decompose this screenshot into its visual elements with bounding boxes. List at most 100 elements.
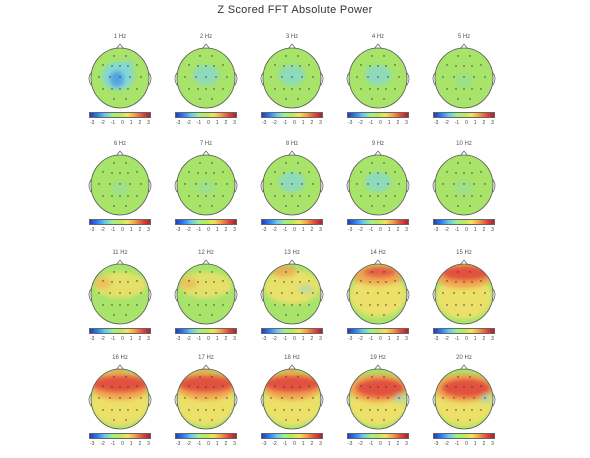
electrode-dot (377, 304, 379, 306)
scale-tick-labels: -3 -2 -1 0 1 2 3 (433, 336, 495, 342)
electrode-dot (484, 397, 486, 399)
electrode-dot (398, 397, 400, 399)
scale-tick-label: 3 (319, 227, 322, 233)
head-outline (262, 47, 322, 109)
electrode-dot (385, 409, 387, 411)
power-region (93, 277, 111, 289)
scale-tick-label: -1 (454, 441, 460, 447)
electrode-dot (446, 64, 448, 66)
topomap-frequency-label: 2 Hz (199, 34, 213, 40)
scale-tick-label: 3 (491, 441, 494, 447)
scale-tick-label: 0 (379, 227, 382, 233)
topomap-cell: 8 Hz -3 -2 -1 0 1 2 3 (252, 141, 332, 243)
topomap-head (260, 259, 324, 325)
electrode-dot (197, 304, 199, 306)
scale-tick-label: -1 (368, 336, 374, 342)
electrode-dot (356, 183, 358, 185)
electrode-dot (283, 65, 285, 67)
scale-tick-label: 2 (224, 441, 228, 447)
electrode-dot (469, 162, 471, 164)
electrode-dot (125, 314, 127, 316)
electrode-dot (285, 376, 287, 378)
electrode-dot (205, 65, 207, 67)
topomap-cell: 18 Hz -3 -2 -1 0 1 2 3 (252, 355, 332, 457)
topomap-head (260, 364, 324, 430)
electrode-dot (367, 76, 369, 78)
electrode-dot (199, 98, 201, 100)
scale-tick-label: -2 (444, 227, 449, 233)
electrode-dot (283, 281, 285, 283)
scale-tick-label: -2 (444, 120, 449, 126)
power-region (197, 181, 215, 195)
topomap-frequency-label: 6 Hz (113, 141, 127, 147)
electrode-dot (369, 409, 371, 411)
scale-tick-labels: -3 -2 -1 0 1 2 3 (433, 120, 495, 126)
electrode-dot (369, 65, 371, 67)
electrode-dot (463, 292, 465, 294)
z-score-color-scale: -3 -2 -1 0 1 2 3 (261, 328, 323, 342)
electrode-dot (480, 88, 482, 90)
color-scale-bar (347, 219, 409, 225)
electrode-dot (205, 88, 207, 90)
electrode-dot (446, 409, 448, 411)
electrode-dot (98, 397, 100, 399)
electrode-dot (205, 386, 207, 388)
scale-tick-label: 0 (465, 336, 468, 342)
electrode-dot (480, 304, 482, 306)
electrode-dot (102, 195, 104, 197)
electrode-dot (109, 292, 111, 294)
scale-tick-label: -1 (196, 120, 202, 126)
electrode-dot (213, 88, 215, 90)
electrode-dot (195, 397, 197, 399)
electrode-dot (136, 195, 138, 197)
scale-tick-label: 1 (473, 336, 477, 342)
electrode-dot (463, 195, 465, 197)
electrode-dot (281, 292, 283, 294)
electrode-dot (387, 183, 389, 185)
electrode-dot (457, 55, 459, 57)
topomap-cell: 17 Hz -3 -2 -1 0 1 2 3 (166, 355, 246, 457)
scale-tick-label: 1 (473, 441, 477, 447)
z-score-color-scale: -3 -2 -1 0 1 2 3 (261, 433, 323, 447)
head-outline (90, 47, 150, 109)
scale-tick-label: 2 (138, 227, 142, 233)
electrode-dot (213, 172, 215, 174)
electrode-dot (127, 281, 129, 283)
electrode-dot (140, 292, 142, 294)
color-scale-bar (89, 112, 151, 118)
electrode-dot (383, 55, 385, 57)
z-score-color-scale: -3 -2 -1 0 1 2 3 (89, 219, 151, 233)
power-region (110, 71, 124, 87)
scale-tick-label: 3 (405, 441, 408, 447)
electrode-dot (127, 409, 129, 411)
electrode-dot (199, 162, 201, 164)
electrode-dot (111, 409, 113, 411)
electrode-dot (297, 271, 299, 273)
electrode-dot (299, 195, 301, 197)
scale-tick-label: 0 (121, 336, 124, 342)
electrode-dot (283, 172, 285, 174)
electrode-dot (471, 386, 473, 388)
scale-tick-label: 1 (215, 120, 219, 126)
electrode-dot (377, 195, 379, 197)
power-region (298, 284, 314, 294)
electrode-dot (371, 376, 373, 378)
electrode-dot (473, 183, 475, 185)
electrode-dot (222, 195, 224, 197)
electrode-dot (205, 292, 207, 294)
electrode-dot (291, 292, 293, 294)
electrode-dot (383, 162, 385, 164)
electrode-dot (113, 55, 115, 57)
scale-tick-label: 0 (207, 336, 210, 342)
electrode-dot (119, 172, 121, 174)
electrode-dot (371, 419, 373, 421)
topomap-head (174, 259, 238, 325)
electrode-dot (360, 280, 362, 282)
scale-tick-label: -2 (100, 120, 105, 126)
electrode-dot (222, 409, 224, 411)
topomap-frequency-label: 1 Hz (113, 34, 127, 40)
electrode-dot (480, 195, 482, 197)
electrode-dot (463, 172, 465, 174)
topomap-frequency-label: 20 Hz (456, 355, 472, 361)
scale-tick-labels: -3 -2 -1 0 1 2 3 (433, 441, 495, 447)
